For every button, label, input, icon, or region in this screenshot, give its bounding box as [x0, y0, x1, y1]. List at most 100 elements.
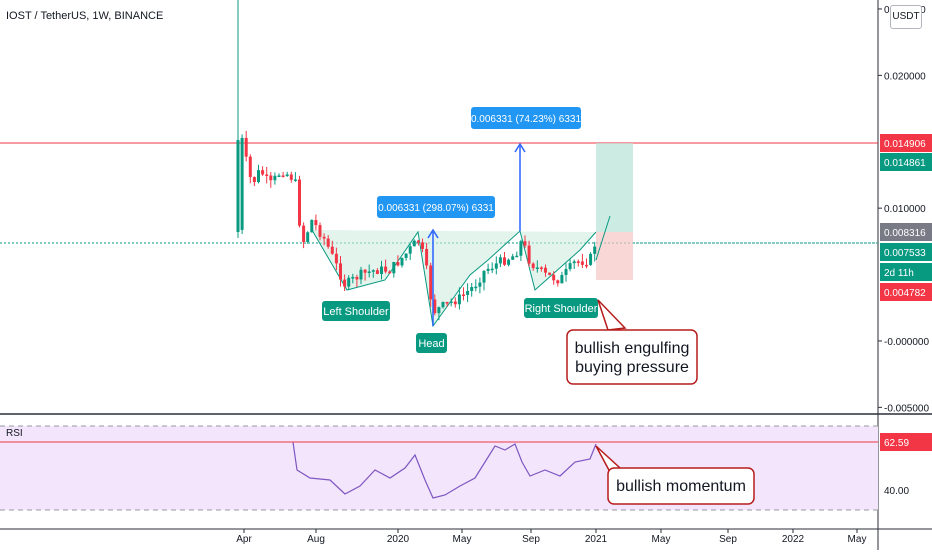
candle-body: [560, 274, 564, 284]
candle-body: [326, 238, 330, 247]
price-tick-label: -0.000000: [884, 337, 929, 348]
candle-body: [462, 294, 465, 296]
price-tag-text: 0.004782: [884, 288, 926, 299]
candle-body: [482, 270, 486, 283]
time-tick-label: Apr: [236, 534, 252, 545]
candle-body: [310, 220, 314, 233]
candle-body: [359, 269, 363, 280]
candle-body: [515, 255, 519, 258]
candle-body: [293, 179, 297, 182]
candle-body: [265, 174, 269, 177]
candle-body: [408, 246, 412, 254]
candle-body: [380, 266, 383, 274]
candle-body: [519, 241, 523, 256]
candle-body: [248, 156, 252, 178]
candle-body: [593, 246, 597, 254]
candle-body: [466, 290, 470, 295]
candle-body: [556, 280, 560, 284]
candle-body: [384, 266, 388, 272]
candle-body: [535, 267, 539, 269]
pattern-fill: [312, 230, 596, 326]
price-tag: [880, 283, 932, 301]
candle-body: [400, 257, 404, 266]
candle-body: [257, 170, 260, 183]
currency-unit-button[interactable]: USDT: [890, 5, 922, 29]
time-tick-label: 2022: [782, 534, 805, 545]
candle-body: [277, 175, 281, 177]
candle-body: [437, 307, 441, 314]
candle-body: [343, 279, 347, 287]
position-stop-zone: [596, 232, 633, 280]
candle-body: [416, 240, 420, 243]
price-tag-text: 0.008316: [884, 228, 926, 239]
callout-text-2: bullish momentum: [616, 478, 746, 495]
position-target-zone: [596, 143, 633, 232]
candle-body: [539, 267, 543, 269]
candle-body: [269, 175, 273, 181]
candle-body: [580, 261, 584, 265]
candle-body: [470, 287, 474, 291]
candle-body: [441, 301, 445, 308]
candle-body: [318, 225, 322, 237]
candle-body: [490, 268, 494, 271]
measure-label-box: [471, 107, 581, 129]
candle-body: [457, 294, 461, 305]
price-tag: [880, 134, 932, 152]
candle-body: [273, 175, 277, 181]
callout-pointer-1: [597, 299, 627, 331]
time-tick-label: May: [453, 534, 472, 545]
pattern-label-text: Left Shoulder: [323, 306, 389, 318]
candle-body: [351, 276, 355, 279]
candle-body: [306, 232, 310, 243]
price-tag-text: 2d 11h: [884, 268, 914, 279]
callout-text-1: bullish engulfing: [575, 340, 690, 357]
candle-body: [429, 265, 433, 300]
candle-body: [474, 286, 478, 289]
time-tick-label: May: [652, 534, 671, 545]
candle-body: [236, 140, 240, 232]
price-tag-text: 0.007533: [884, 248, 926, 259]
rsi-title: RSI: [6, 428, 23, 439]
time-tick-label: 2021: [585, 534, 608, 545]
candles: [236, 0, 597, 321]
candle-body: [498, 257, 502, 264]
measure-label-text: 0.006331 (298.07%) 6331: [378, 203, 494, 214]
candle-body: [302, 225, 306, 243]
measure-arrowhead-1: [427, 228, 439, 239]
pattern-label-text: Right Shoulder: [525, 303, 598, 315]
candle-body: [252, 177, 256, 183]
candle-body: [298, 179, 301, 226]
candle-body: [289, 174, 293, 180]
time-tick-label: Aug: [307, 534, 325, 545]
candle-body: [396, 262, 400, 266]
price-tag: [880, 243, 932, 261]
position-trend-line: [595, 215, 611, 261]
candle-body: [371, 270, 375, 272]
pattern-label-box: [416, 333, 447, 353]
price-tag: [880, 153, 932, 171]
pattern-label-text: Head: [418, 338, 444, 350]
candle-body: [240, 137, 244, 230]
candle-body: [449, 301, 453, 304]
candle-body: [523, 241, 527, 246]
time-tick-label: 2020: [387, 534, 410, 545]
price-tick-label: -0.005000: [884, 403, 929, 414]
candle-body: [339, 263, 342, 280]
candle-body: [531, 263, 535, 269]
callout-box-1: [566, 329, 698, 385]
candle-body: [404, 253, 408, 258]
callout-text-1: buying pressure: [575, 359, 689, 376]
candle-body: [494, 263, 498, 269]
candle-body: [425, 248, 429, 266]
candle-body: [388, 271, 392, 274]
price-tick-label: 0.010000: [884, 204, 926, 215]
candle-body: [503, 257, 506, 265]
price-tag: [880, 223, 932, 241]
candle-body: [433, 299, 437, 314]
candle-body: [367, 271, 371, 273]
pattern-label-box: [322, 301, 390, 321]
rsi-line: [292, 441, 597, 499]
candle-body: [261, 170, 265, 175]
